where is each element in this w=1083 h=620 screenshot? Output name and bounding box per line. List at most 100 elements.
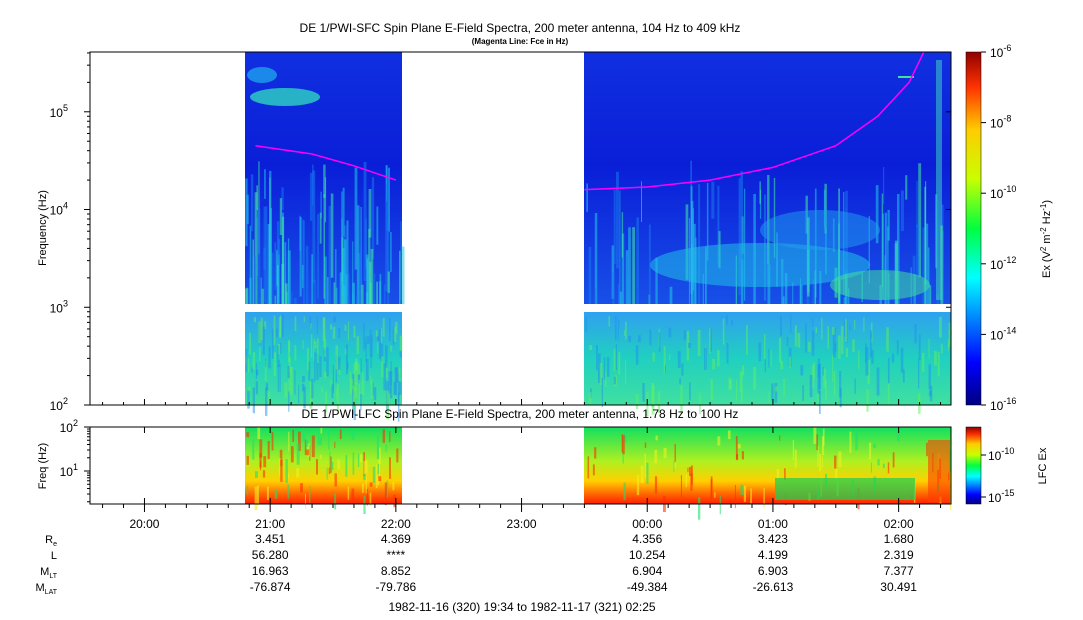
lfc-streak [319,437,322,446]
time-tick-label: 02:00 [884,517,914,531]
ephemeris-value-l: 10.254 [629,548,666,562]
lfc-streak [352,452,355,475]
lfc-streak [337,459,340,470]
sfc-low-streak [940,343,943,354]
sfc-low-streak [823,368,826,388]
sfc-low-streak [770,349,772,367]
lfc-streak [262,470,266,478]
sfc-low-streak [928,364,931,390]
lfc-streak [362,483,364,493]
lfc-streak [279,449,283,467]
ephemeris-value-l: 2.319 [884,548,914,562]
sfc-y-tick-base: 10 [50,106,64,120]
sfc-low-streak [350,378,353,394]
lfc-streak [673,463,676,469]
sfc-low-streak [277,364,279,392]
lfc-streak [817,445,819,467]
sfc-streak [352,282,355,304]
sfc-low-streak [258,321,262,344]
lfc-spectrogram [245,427,952,520]
sfc-streak [740,171,743,265]
lfc-streak [654,476,658,494]
sfc-low-streak [294,345,297,361]
sfc-streak [711,181,715,219]
sfc-low-streak [651,385,655,415]
sfc-low-streak [389,318,391,341]
lfc-streak [363,474,366,481]
sfc-cbar-exp: -16 [1003,396,1016,406]
lfc-streak [357,453,360,467]
sfc-low-streak [247,358,250,373]
sfc-low-streak [337,356,341,370]
lfc-streak [384,482,387,506]
sfc-streak [611,245,615,299]
sfc-streak [355,297,358,304]
sfc-low-streak [709,328,711,354]
sfc-low-streak [345,344,348,375]
lfc-cbar-base: 10 [988,491,1002,505]
lfc-plot-frame [89,426,952,505]
sfc-low-streak [309,316,312,328]
sfc-low-streak [373,387,377,401]
sfc-low-streak [265,382,269,391]
sfc-emission-patch [250,88,320,106]
sfc-low-streak [380,343,384,362]
sfc-streak [330,193,334,278]
sfc-low-streak [253,317,256,323]
lfc-streak [663,447,667,458]
sfc-cbar-exp: -14 [1003,325,1016,335]
lfc-streak [680,475,682,497]
sfc-low-streak [356,336,360,355]
sfc-low-streak [839,371,842,398]
lfc-streak [326,467,328,480]
sfc-streak [274,295,276,304]
ephemeris-value-mlat: -49.384 [627,580,668,594]
sfc-streak [246,194,249,224]
sfc-streak [333,282,336,304]
sfc-low-streak [398,392,400,422]
sfc-low-streak [349,371,352,396]
sfc-streak [356,205,360,304]
sfc-plot-frame [89,51,952,406]
sfc-low-streak [937,351,940,376]
lfc-colorbar [965,426,982,505]
sfc-streak [256,217,258,276]
sfc-low-streak [934,350,937,366]
sfc-low-streak [840,326,844,354]
sfc-y-axis-label: Frequency (Hz) [37,190,49,266]
sfc-low-streak [326,347,329,377]
ephemeris-value-mlat: -76.874 [250,580,291,594]
sfc-emission-patch [247,67,277,83]
sfc-streak [287,250,291,304]
sfc-low-streak [332,364,334,393]
sfc-low-streak [333,316,336,322]
sfc-cbar-exp: -6 [1003,43,1011,53]
lfc-streak [378,460,381,480]
sfc-low-streak [265,387,268,416]
lfc-streak [624,431,627,443]
sfc-low-streak [589,392,592,405]
sfc-low-streak [385,363,388,378]
sfc-colorbar [965,51,982,406]
sfc-low-streak [768,391,770,403]
sfc-streak [312,164,314,206]
lfc-streak [329,451,331,473]
lfc-streak [737,444,741,449]
sfc-low-streak [625,321,627,340]
lfc-streak [334,473,337,487]
sfc-low-streak [618,352,621,375]
sfc-low-streak [726,315,728,325]
sfc-streak [342,285,346,304]
lfc-streak [822,436,825,456]
sfc-streak [327,277,329,304]
sfc-low-streak [869,330,872,358]
sfc-low-streak [288,391,290,412]
sfc-low-streak [335,345,338,370]
lfc-streak [734,484,736,509]
sfc-low-streak [817,391,819,407]
sfc-y-tick-exp: 4 [63,201,68,211]
sfc-low-streak [370,379,373,399]
sfc-streak [900,190,904,232]
